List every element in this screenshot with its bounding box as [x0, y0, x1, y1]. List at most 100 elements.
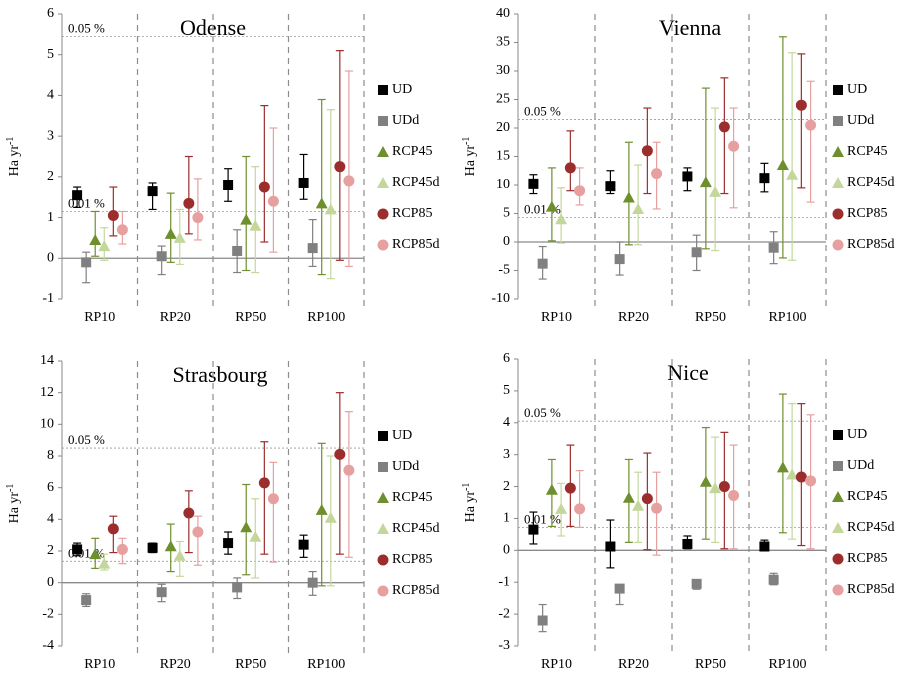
legend-label: UDd — [392, 459, 419, 474]
data-point-ud — [528, 178, 539, 189]
legend-label: RCP85 — [392, 552, 432, 567]
legend-marker-rcp45d — [377, 523, 389, 534]
data-point-rcp45d — [709, 482, 722, 494]
data-point-udd — [768, 574, 779, 585]
data-point-udd — [156, 587, 167, 598]
y-tick-label: 5 — [503, 206, 510, 221]
legend-label: RCP85d — [847, 582, 894, 597]
data-point-rcp45d — [786, 168, 799, 180]
y-tick-label: 5 — [503, 383, 510, 398]
data-point-rcp45 — [545, 200, 558, 212]
data-point-rcp85 — [641, 145, 653, 157]
legend-marker-rcp45d — [832, 177, 844, 188]
y-tick-label: -2 — [42, 607, 54, 622]
y-tick-label: 12 — [40, 385, 54, 400]
legend-label: UD — [392, 428, 412, 443]
data-point-rcp85d — [192, 212, 204, 224]
legend-label: UD — [847, 82, 867, 97]
y-tick-label: 40 — [496, 6, 510, 21]
data-point-ud — [147, 186, 158, 197]
y-tick-label: 4 — [47, 88, 54, 103]
y-tick-label: -10 — [491, 291, 510, 306]
data-point-rcp45d — [786, 468, 799, 480]
legend-label: RCP45d — [392, 175, 439, 190]
data-point-rcp85d — [116, 543, 128, 555]
x-category-label: RP10 — [84, 310, 115, 325]
x-category-label: RP20 — [160, 657, 191, 672]
legend-label: RCP45d — [847, 520, 894, 535]
y-tick-label: 0 — [503, 234, 510, 249]
y-tick-label: -2 — [498, 606, 510, 621]
legend-marker-rcp45 — [377, 146, 389, 157]
legend-label: RCP45 — [392, 144, 432, 159]
chart-title: Strasbourg — [173, 362, 268, 387]
data-point-rcp85 — [641, 493, 653, 505]
data-point-ud — [72, 190, 83, 201]
data-point-rcp85 — [107, 210, 119, 222]
data-point-rcp45 — [776, 461, 789, 473]
data-point-rcp45d — [249, 530, 262, 542]
data-point-rcp45 — [776, 159, 789, 171]
data-point-udd — [614, 254, 625, 265]
reference-line-label: 0.05 % — [68, 20, 105, 35]
data-point-rcp45 — [240, 521, 253, 533]
legend-label: RCP45 — [392, 490, 432, 505]
y-tick-label: 35 — [496, 35, 510, 50]
data-point-rcp85d — [574, 503, 586, 515]
data-point-ud — [223, 180, 234, 190]
x-category-label: RP20 — [160, 310, 191, 325]
y-tick-label: 0 — [503, 543, 510, 558]
data-point-rcp85d — [574, 185, 586, 197]
data-point-rcp45 — [315, 503, 328, 515]
y-tick-label: 2 — [47, 169, 54, 184]
data-point-rcp85d — [343, 464, 355, 476]
legend-label: UD — [847, 427, 867, 442]
data-point-udd — [81, 595, 92, 606]
legend-label: RCP85 — [392, 206, 432, 221]
data-point-udd — [537, 615, 548, 626]
data-point-rcp85 — [564, 162, 576, 174]
data-point-rcp45 — [699, 475, 712, 487]
data-point-rcp85d — [805, 119, 817, 131]
legend-label: RCP45d — [847, 175, 894, 190]
data-point-ud — [605, 181, 616, 192]
x-category-label: RP20 — [618, 657, 649, 672]
x-category-label: RP10 — [541, 657, 572, 672]
data-point-udd — [307, 243, 318, 254]
data-point-rcp85 — [334, 161, 346, 173]
data-point-udd — [232, 245, 243, 256]
x-category-label: RP50 — [695, 310, 726, 325]
y-tick-label: 2 — [47, 543, 54, 558]
x-category-label: RP20 — [618, 310, 649, 325]
legend-marker-ud — [833, 430, 843, 440]
legend-marker-rcp45 — [377, 492, 389, 503]
data-point-rcp45d — [98, 557, 111, 569]
data-point-ud — [759, 173, 770, 184]
x-category-label: RP100 — [768, 657, 806, 672]
y-tick-label: 25 — [496, 92, 510, 107]
y-tick-label: 3 — [503, 447, 510, 462]
data-point-rcp85 — [795, 471, 807, 483]
legend-marker-ud — [378, 431, 388, 441]
data-point-udd — [307, 577, 318, 588]
y-tick-label: 1 — [47, 210, 54, 225]
data-point-rcp45d — [173, 231, 186, 243]
y-tick-label: 8 — [47, 448, 54, 463]
data-point-rcp45 — [545, 483, 558, 495]
x-category-label: RP50 — [695, 657, 726, 672]
y-tick-label: -5 — [498, 263, 510, 278]
data-point-rcp85 — [183, 507, 195, 519]
data-point-ud — [223, 538, 234, 549]
y-tick-label: 14 — [40, 353, 54, 368]
x-category-label: RP100 — [307, 310, 345, 325]
y-tick-label: -4 — [42, 638, 54, 653]
legend-marker-rcp85d — [377, 239, 389, 251]
data-point-rcp85 — [107, 523, 119, 535]
y-tick-label: 15 — [496, 149, 510, 164]
reference-line-label: 0.05 % — [524, 405, 561, 420]
legend-marker-udd — [378, 116, 388, 126]
legend-marker-udd — [833, 116, 843, 126]
y-tick-label: 6 — [47, 480, 54, 495]
x-category-label: RP10 — [84, 657, 115, 672]
y-tick-label: 6 — [503, 351, 510, 366]
